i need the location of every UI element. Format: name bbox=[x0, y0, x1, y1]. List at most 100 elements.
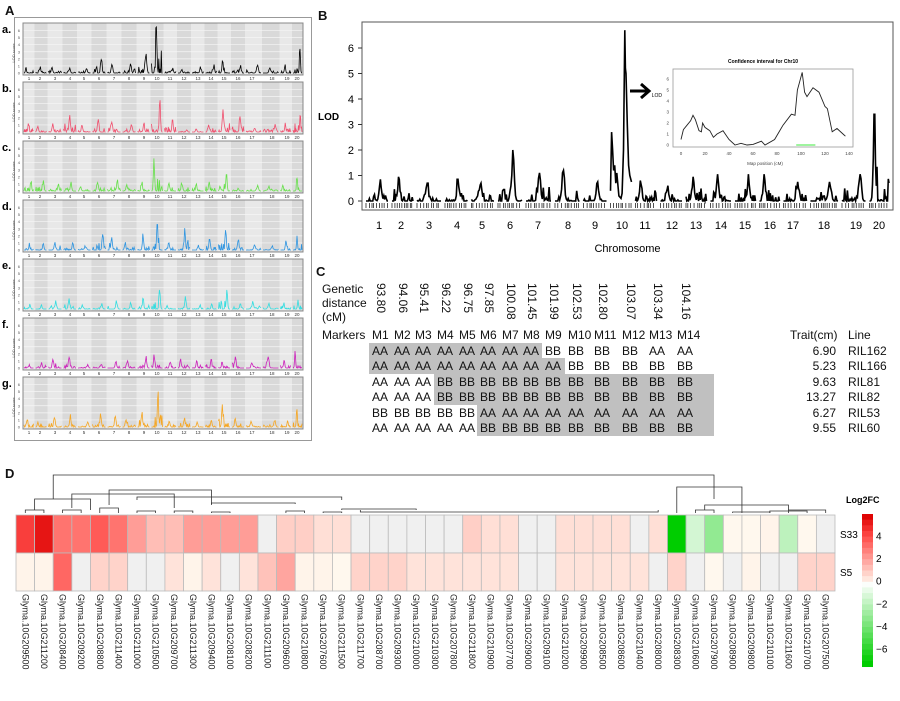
chromosome-label: 12 bbox=[181, 253, 187, 258]
inset-x-tick: 80 bbox=[774, 151, 780, 156]
marker-header: M10 bbox=[568, 328, 592, 342]
genetic-distance-value: 96.22 bbox=[439, 283, 453, 314]
chromosome-label: 11 bbox=[168, 430, 173, 435]
heatmap-cell-S5-25 bbox=[480, 552, 501, 592]
genotype-cell: AA bbox=[622, 405, 639, 420]
lod-curve-chr2 bbox=[35, 124, 47, 133]
chromosome-band bbox=[177, 82, 191, 134]
gene-label: Glyma.10G211800 bbox=[467, 594, 478, 669]
legend-tick-label: −6 bbox=[876, 644, 888, 655]
chromosome-label: 18 bbox=[269, 76, 275, 81]
lod-curve-chr11 bbox=[164, 361, 177, 369]
inset-x-label: Map position (cM) bbox=[747, 161, 783, 166]
chromosome-label: 4 bbox=[69, 76, 72, 81]
chromosome-label: 1 bbox=[28, 253, 31, 258]
chromosome-band bbox=[163, 82, 177, 134]
lod-curve-chr9 bbox=[582, 179, 607, 202]
lod-curve-chr6 bbox=[92, 234, 106, 251]
genotype-cell: AA bbox=[677, 405, 694, 420]
legend-tick-label: 2 bbox=[876, 554, 882, 565]
chromosome-label: 5 bbox=[83, 312, 86, 317]
inset-border bbox=[672, 68, 854, 148]
marker-header: M6 bbox=[480, 328, 497, 342]
lod-curve-chr12 bbox=[178, 358, 190, 369]
chromosome-band bbox=[106, 23, 122, 75]
chromosome-label: 5 bbox=[83, 430, 86, 435]
genotype-cell: BB bbox=[459, 390, 476, 405]
chromosome-label: 15 bbox=[221, 430, 227, 435]
lod-curve-chr16 bbox=[232, 303, 244, 310]
heatmap-cell-S5-20 bbox=[387, 552, 408, 592]
gene-label: Glyma.10G210700 bbox=[802, 594, 813, 670]
gene-label: Glyma.10G210400 bbox=[634, 594, 645, 670]
lod-curve-chr10 bbox=[151, 354, 163, 370]
genetic-distance-value: 102.53 bbox=[570, 283, 584, 320]
y-tick-label: 0 bbox=[18, 425, 21, 430]
lod-curve-chr5 bbox=[77, 185, 91, 192]
dendrogram-branch bbox=[99, 507, 119, 513]
lod-curve-chr4 bbox=[63, 298, 76, 310]
lod-curve-chr8 bbox=[122, 359, 136, 369]
lod-curve-chr8 bbox=[122, 183, 136, 192]
genetic-distance-value: 97.85 bbox=[482, 283, 496, 314]
chromosome-band bbox=[279, 141, 292, 193]
genetic-distance-value: 101.99 bbox=[547, 283, 561, 320]
legend-color-step bbox=[862, 570, 873, 577]
chromosome-label: 4 bbox=[69, 312, 72, 317]
inset-x-tick: 40 bbox=[726, 151, 732, 156]
heatmap-cell-S5-22 bbox=[425, 552, 445, 592]
chromosome-label: 14 bbox=[208, 430, 214, 435]
plot-border bbox=[22, 317, 304, 371]
chromosome-band bbox=[217, 23, 231, 75]
chromosome-label: 7 bbox=[113, 430, 116, 435]
chromosome-label: 20 bbox=[294, 135, 300, 140]
y-tick-label: 3 bbox=[18, 167, 21, 172]
chromosome-band bbox=[279, 23, 292, 75]
chromosome-label: 19 bbox=[284, 253, 290, 258]
chromosome-band bbox=[62, 23, 77, 75]
lod-curve-chr15 bbox=[218, 174, 231, 192]
chromosome-band bbox=[204, 82, 218, 134]
chromosome-band bbox=[47, 318, 63, 370]
chromosome-band bbox=[163, 23, 177, 75]
chromosome-label: 2 bbox=[39, 253, 42, 258]
chromosome-label: 6 bbox=[98, 135, 101, 140]
heatmap-cell-S5-18 bbox=[350, 552, 371, 592]
genotype-cell: AA bbox=[437, 344, 454, 358]
chromosome-label: 7 bbox=[113, 253, 116, 258]
lod-curve-chr9 bbox=[137, 233, 150, 252]
dendrogram-branch bbox=[704, 504, 789, 510]
genotype-cell: BB bbox=[622, 359, 639, 374]
chromosome-band bbox=[91, 141, 107, 193]
genotype-cell: AA bbox=[394, 344, 411, 358]
legend-color-step bbox=[862, 587, 873, 594]
chromosome-band bbox=[245, 200, 262, 252]
lod-curve-chr11 bbox=[164, 242, 176, 251]
genetic-distance-value: 100.08 bbox=[504, 283, 518, 320]
lod-curve-chr13 bbox=[685, 176, 708, 205]
lod-curve-chr9 bbox=[137, 355, 150, 370]
chromosome-label: 12 bbox=[181, 194, 187, 199]
chromosome-band bbox=[262, 200, 280, 252]
chromosome-label: 6 bbox=[98, 371, 101, 376]
y-tick-label: 4 bbox=[18, 101, 21, 106]
lod-curve-chr14 bbox=[205, 124, 217, 134]
lod-curve-chr17 bbox=[245, 127, 262, 133]
chromosome-label: 18 bbox=[269, 253, 275, 258]
genetic-distance-value: 102.80 bbox=[596, 283, 610, 320]
lod-curve-chr12 bbox=[177, 181, 191, 193]
legend-color-step bbox=[862, 615, 873, 622]
haplotype-shading bbox=[434, 389, 714, 405]
y-tick-label: 4 bbox=[18, 337, 21, 342]
genotype-cell: AA bbox=[545, 359, 562, 374]
inset-y-tick: 0 bbox=[666, 143, 669, 148]
chromosome-label: 19 bbox=[284, 430, 290, 435]
y-tick-label: 3 bbox=[18, 226, 21, 231]
genotype-cell: BB bbox=[594, 344, 611, 358]
heatmap-cell-S5-5 bbox=[108, 552, 129, 592]
y-axis-label: LOD score bbox=[11, 338, 16, 358]
line-header: Line bbox=[848, 328, 871, 342]
legend-color-step bbox=[862, 519, 873, 526]
y-tick-label: 0 bbox=[18, 366, 21, 371]
